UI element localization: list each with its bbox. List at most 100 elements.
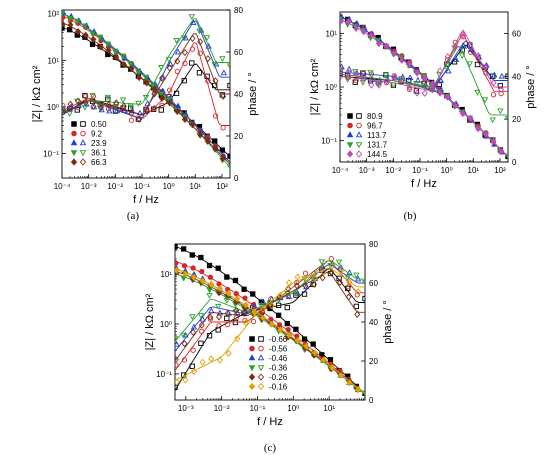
x-tick-label: 10⁻¹ <box>412 166 428 175</box>
legend-marker-open <box>257 354 265 361</box>
series-4-phase-point <box>223 298 230 304</box>
series-5-phase-point <box>437 67 444 75</box>
series-5-modulus-point <box>105 46 112 54</box>
series-6-phase-point <box>277 291 284 299</box>
y-left-tick-label: 10⁰ <box>160 320 172 329</box>
x-tick-label: 10⁻³ <box>359 166 375 175</box>
series-2-modulus-point <box>175 260 179 266</box>
series-1-modulus-point <box>250 291 256 297</box>
legend-label: 9.2 <box>91 130 103 139</box>
series-3-phase-point <box>483 61 490 68</box>
y-left-tick-label: 10¹ <box>47 56 59 65</box>
series-6-phase-point <box>285 279 293 287</box>
series-5-modulus-point <box>216 289 223 297</box>
y-left-tick-label: 10⁻¹ <box>43 150 59 159</box>
series-6-modulus-point <box>208 280 215 289</box>
series-3-phase-point <box>175 340 180 347</box>
legend-label: 66.3 <box>91 158 107 167</box>
y-right-tick-label: 0 <box>369 396 374 405</box>
series-1-phase-point <box>340 70 343 76</box>
legend-label: 23.9 <box>91 139 107 148</box>
series-5-modulus-point <box>383 42 390 50</box>
y-left-tick-label: 10⁰ <box>47 103 59 112</box>
series-4-phase-point <box>188 14 195 20</box>
series-5-modulus-point <box>174 107 181 116</box>
x-tick-label: 10¹ <box>468 166 480 175</box>
legend-marker-filled <box>71 121 77 127</box>
y-left-axis-label: |Z| / kΩ cm² <box>309 58 321 115</box>
series-5-phase-point <box>151 90 158 98</box>
legend-marker-filled <box>346 131 354 138</box>
series-1-phase-point <box>196 70 203 76</box>
series-1-modulus-point <box>310 341 316 347</box>
x-tick-label: 10¹ <box>323 404 335 413</box>
y-left-tick-label: 10⁻¹ <box>321 137 337 146</box>
series-2-modulus-point <box>233 291 239 297</box>
series-3-phase-point <box>136 109 144 116</box>
y-right-tick-label: 20 <box>369 357 378 366</box>
legend-marker-filled <box>248 354 256 361</box>
series-5-modulus-point <box>62 20 66 28</box>
series-5-phase-point <box>212 77 219 85</box>
legend-label: 144.5 <box>367 150 388 159</box>
series-5-phase-point <box>204 55 211 63</box>
series-3-phase-point <box>113 107 121 114</box>
x-tick-label: 10⁻² <box>214 404 230 413</box>
series-4-phase-point <box>420 83 428 90</box>
legend-marker-open <box>258 345 264 352</box>
series-5-phase-point <box>105 101 112 109</box>
series-4-phase-point <box>203 35 211 41</box>
series-4-phase-point <box>197 313 205 319</box>
caption-a: (a) <box>127 210 140 222</box>
series-5-phase-point <box>368 81 375 89</box>
legend-marker-filled <box>249 345 255 352</box>
series-3-phase-point <box>437 77 444 84</box>
y-left-tick-label: 10¹ <box>325 29 337 38</box>
series-4-modulus-point <box>112 49 119 56</box>
series-3-phase-point <box>174 48 182 55</box>
series-5-phase-point <box>174 57 181 65</box>
series-4-phase-point <box>219 56 226 62</box>
series-5-phase-point <box>328 269 335 277</box>
series-6-phase-point <box>216 356 223 364</box>
series-6-phase-point <box>199 358 206 366</box>
series-4-phase-point <box>181 35 188 42</box>
series-5-phase-fit <box>340 29 508 92</box>
series-2-phase-point <box>207 316 214 322</box>
series-5-phase-point <box>207 313 214 321</box>
series-3-phase-point <box>346 269 353 276</box>
series-6-modulus-point <box>242 301 249 309</box>
series-5-phase-point <box>383 77 390 85</box>
series-3-phase-point <box>460 42 467 49</box>
series-5-phase-point <box>166 64 173 72</box>
series-2-phase-point <box>212 113 219 119</box>
legend-marker-open <box>356 122 362 129</box>
plot-area <box>62 10 230 171</box>
series-5-phase-point <box>336 278 343 286</box>
series-1-phase-point <box>74 107 80 113</box>
series-2-modulus-point <box>190 265 196 271</box>
x-tick-label: 10⁻² <box>107 182 123 191</box>
legend-label: 131.7 <box>367 141 388 150</box>
series-4-phase-point <box>382 72 389 79</box>
y-left-tick-label: 10¹ <box>160 270 172 279</box>
y-right-tick-label: 80 <box>234 6 243 15</box>
series-6-modulus-point <box>277 326 284 334</box>
panel-c: 10⁻³ 10⁻² 10⁻¹ 10⁰ 10¹ 10⁻¹ 10⁰ 10¹ 0 20 40 60 80 f /… <box>144 240 394 428</box>
series-5-phase-point <box>311 280 318 288</box>
series-5-phase-point <box>319 274 326 282</box>
series-1-modulus-point <box>275 312 282 318</box>
series-2-phase-point <box>216 323 222 329</box>
series-5-modulus-point <box>197 131 204 139</box>
series-1-phase-point <box>173 90 180 97</box>
y-right-tick-label: 40 <box>234 90 243 99</box>
series-4-phase-point <box>189 314 196 321</box>
panel-a: 10⁻⁴ 10⁻³ 10⁻² 10⁻¹ 10⁰ 10¹ 10² 10⁻¹ 10⁰ 10¹ 10² 0 2… <box>31 6 259 206</box>
series-5-phase-point <box>406 83 413 92</box>
series-5-modulus-point <box>204 137 211 145</box>
series-6-modulus-point <box>285 331 293 339</box>
series-3-phase-point <box>197 26 205 33</box>
series-6-modulus-point <box>320 356 327 364</box>
series-2-phase-point <box>354 292 360 298</box>
